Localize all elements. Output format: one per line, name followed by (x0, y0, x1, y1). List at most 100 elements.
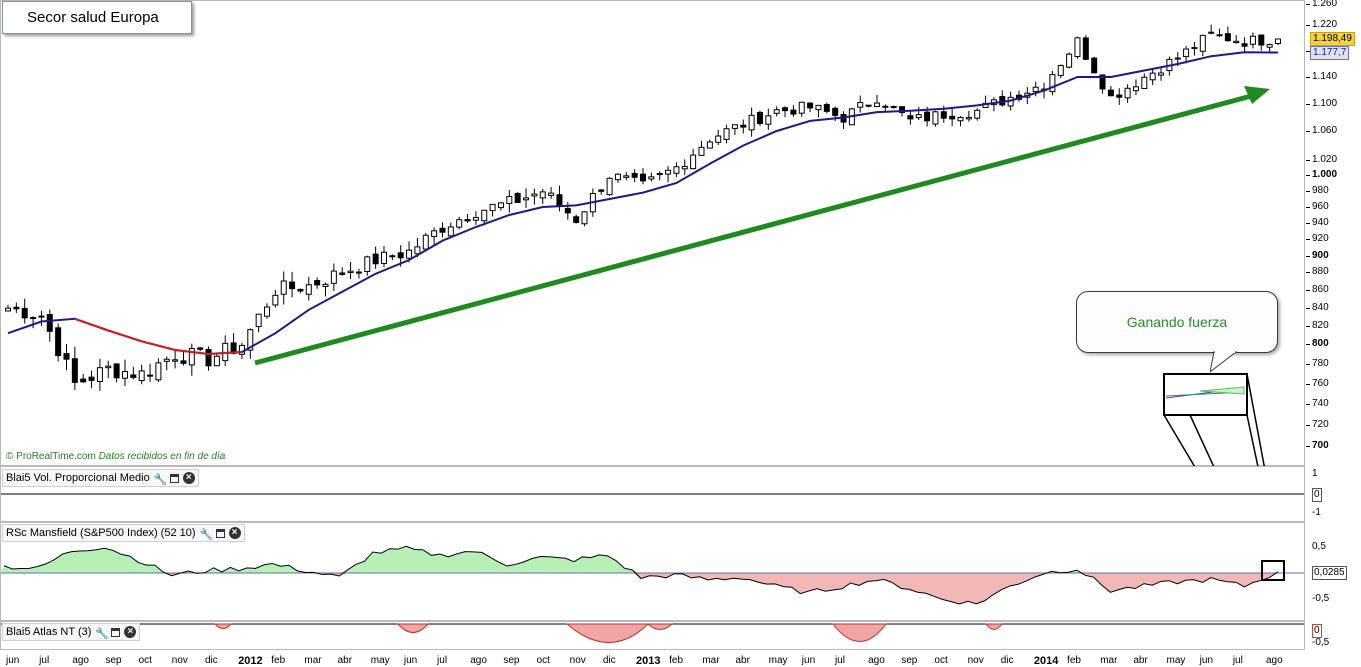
candle-body (1208, 31, 1215, 34)
time-axis-label: feb (1067, 655, 1081, 666)
candle-body (1032, 86, 1039, 93)
candle-body (1183, 48, 1190, 58)
atlas-tick: -0,5 (1312, 637, 1330, 648)
candle-body (1149, 72, 1156, 81)
mansfield-line (3, 545, 1279, 605)
time-axis-label: sep (105, 655, 122, 666)
candle-body (464, 219, 471, 222)
candle-body (556, 194, 563, 207)
mansfield-positive-area (1, 546, 1278, 573)
candle-body (364, 256, 371, 273)
zoom-connector (1246, 373, 1265, 466)
time-axis-label: may (1166, 655, 1186, 666)
candle-body (46, 314, 53, 332)
time-axis-label: oct (934, 655, 948, 666)
price-tick: 940 (1312, 217, 1329, 228)
annotation-callout[interactable]: Ganando fuerza (1076, 291, 1278, 353)
time-axis-label: 2014 (1033, 655, 1059, 667)
candle-body (832, 107, 839, 116)
close-icon[interactable]: × (124, 626, 137, 638)
close-icon[interactable]: × (182, 472, 195, 484)
candle-body (13, 306, 20, 310)
candle-body (857, 102, 864, 108)
candle-body (489, 203, 496, 212)
candle-body (706, 141, 713, 149)
candle-body (924, 111, 931, 122)
candle-body (932, 111, 939, 125)
price-tick-mark (1306, 446, 1310, 447)
candle-body (940, 111, 947, 119)
candle-body (1258, 34, 1265, 46)
price-tick-mark (1306, 131, 1310, 132)
candle-body (447, 226, 454, 237)
price-tick-mark (1306, 191, 1310, 192)
candle-body (740, 124, 747, 128)
price-chart[interactable] (0, 0, 1305, 466)
watermark-brand: © ProRealTime.com (6, 451, 96, 462)
candle-body (155, 362, 162, 381)
candle-body (21, 307, 28, 319)
candle-body (949, 115, 956, 120)
zoom-target-box (1261, 560, 1285, 581)
candle-body (172, 359, 179, 362)
price-tick-mark (1306, 160, 1310, 161)
candle-body (606, 177, 613, 196)
price-tick: 900 (1312, 250, 1329, 261)
candle-body (380, 251, 387, 265)
price-axis[interactable]: 1.2601.2201.1801.1401.1001.0601.0201.000… (1306, 0, 1361, 466)
volume-tick: 1 (1312, 468, 1318, 479)
callout-tail (1210, 351, 1238, 373)
close-icon[interactable]: × (228, 527, 241, 539)
candle-body (188, 348, 195, 366)
candle-body (431, 230, 438, 237)
candle-body (807, 102, 814, 109)
candle-body (1107, 89, 1114, 97)
time-axis-label: mar (702, 655, 720, 666)
candle-body (523, 197, 530, 201)
price-tick-mark (1306, 77, 1310, 78)
time-axis-label: ago (470, 655, 487, 666)
candle-body (915, 114, 922, 119)
wrench-icon[interactable]: 🔧 (153, 474, 168, 486)
candle-body (514, 192, 521, 204)
time-axis-label: jul (834, 655, 845, 666)
candle-body (456, 219, 463, 228)
candle-body (756, 111, 763, 124)
price-tick: 760 (1312, 378, 1329, 389)
candle-body (773, 109, 780, 114)
price-tick: 820 (1312, 320, 1329, 331)
wrench-icon[interactable]: 🔧 (95, 628, 110, 640)
candle-body (71, 358, 78, 383)
time-axis-label: jun (1199, 655, 1214, 666)
price-tick: 700 (1312, 440, 1329, 451)
mansfield-indicator-header[interactable]: RSc Mansfield (S&P500 Index) (52 10) 🔧 × (2, 524, 245, 542)
window-icon[interactable] (169, 473, 179, 483)
candle-body (1158, 72, 1165, 76)
price-tick-mark (1306, 4, 1310, 5)
candle-body (397, 252, 404, 259)
window-icon[interactable] (111, 627, 121, 637)
zoom-connector (1189, 414, 1215, 466)
candle-body (96, 367, 103, 382)
window-icon[interactable] (215, 528, 225, 538)
candle-body (598, 189, 605, 192)
candle-body (389, 255, 396, 258)
candle-body (1241, 43, 1248, 47)
time-axis-label: 2013 (636, 655, 661, 667)
candle-body (690, 154, 697, 170)
candle-body (1266, 44, 1273, 48)
price-tick-mark (1306, 404, 1310, 405)
wrench-icon[interactable]: 🔧 (199, 529, 214, 541)
candle-body (1057, 65, 1064, 76)
candle-body (1191, 47, 1198, 50)
volume-indicator-title: Blai5 Vol. Proporcional Medio (6, 472, 150, 484)
mansfield-indicator-title: RSc Mansfield (S&P500 Index) (52 10) (6, 527, 196, 539)
candle-body (330, 270, 337, 284)
volume-indicator-header[interactable]: Blai5 Vol. Proporcional Medio 🔧 × (2, 469, 199, 487)
candle-body (731, 124, 738, 129)
candle-body (965, 116, 972, 120)
time-axis-label: ago (1266, 655, 1283, 666)
price-tick-mark (1306, 344, 1310, 345)
atlas-indicator-header[interactable]: Blai5 Atlas NT (3) 🔧 × (2, 623, 141, 641)
candle-body (1099, 74, 1106, 90)
